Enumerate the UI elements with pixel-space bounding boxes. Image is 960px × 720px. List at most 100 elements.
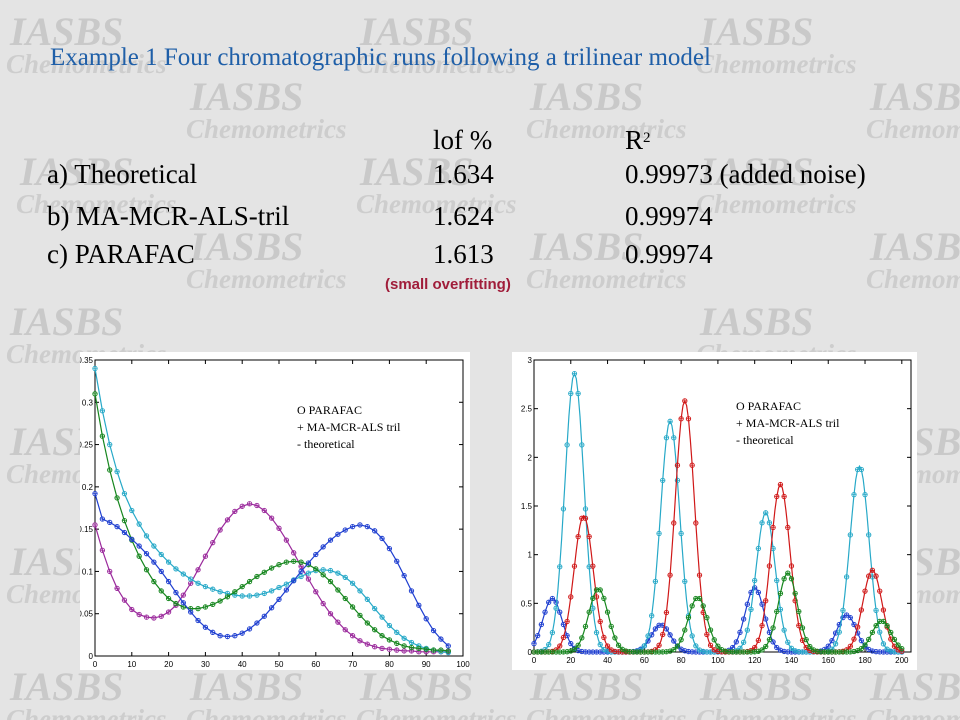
series-marker xyxy=(715,643,721,649)
series-marker xyxy=(262,614,267,619)
series-marker xyxy=(298,574,304,579)
series-marker xyxy=(343,575,348,580)
series-marker xyxy=(759,647,765,653)
series-marker xyxy=(870,568,875,573)
watermark-word: IASBS xyxy=(699,299,813,344)
y-tick-label: 0.35 xyxy=(80,356,94,365)
series-marker xyxy=(92,522,98,528)
series-marker xyxy=(372,644,377,649)
series-marker xyxy=(667,419,673,424)
series-marker xyxy=(269,565,274,571)
series-marker xyxy=(734,639,739,645)
series-marker xyxy=(689,633,695,639)
series-marker xyxy=(100,433,105,439)
series-marker xyxy=(122,518,127,523)
y-tick-label: 0 xyxy=(528,648,533,657)
series-marker xyxy=(704,632,710,637)
y-tick-label: 0.1 xyxy=(82,567,94,576)
legend-right: O PARAFAC + MA-MCR-ALS tril - theoretica… xyxy=(736,398,839,449)
watermark-word: IASBS xyxy=(9,9,123,54)
x-tick-label: 90 xyxy=(422,660,431,669)
series-marker xyxy=(899,646,905,651)
series-marker xyxy=(247,626,252,632)
series-marker xyxy=(884,623,890,628)
series-marker xyxy=(262,508,267,513)
watermark-word: Chemometrics xyxy=(356,189,517,219)
series-marker xyxy=(350,633,355,638)
series-marker xyxy=(671,520,676,526)
series-marker xyxy=(320,567,326,572)
series-marker xyxy=(550,596,555,601)
watermark-word: IASBS xyxy=(359,9,473,54)
watermark-word: Chemometrics xyxy=(526,704,687,720)
series-marker xyxy=(667,648,673,654)
series-marker xyxy=(535,633,540,638)
series-marker xyxy=(401,643,407,649)
series-marker xyxy=(166,609,171,615)
series-marker xyxy=(767,563,772,569)
series-marker xyxy=(844,612,849,618)
series-marker xyxy=(594,594,599,600)
series-marker xyxy=(671,435,676,440)
series-marker xyxy=(561,506,566,512)
series-marker xyxy=(328,568,333,573)
series-line xyxy=(533,587,902,653)
series-marker xyxy=(590,605,596,611)
watermark-word: IASBS xyxy=(699,664,813,709)
series-marker xyxy=(675,462,680,468)
series-marker xyxy=(438,636,444,642)
series-marker xyxy=(564,619,570,624)
method-label: c) PARAFAC xyxy=(47,239,195,269)
series-marker xyxy=(394,559,399,564)
series-marker xyxy=(350,524,355,529)
r2-value: 0.99974 xyxy=(625,239,713,269)
series-marker xyxy=(862,492,868,497)
x-tick-label: 10 xyxy=(127,660,136,669)
series-marker xyxy=(166,559,171,565)
series-marker xyxy=(92,391,98,397)
series-marker xyxy=(561,635,566,640)
series-marker xyxy=(778,482,783,487)
series-marker xyxy=(335,587,341,593)
series-marker xyxy=(851,492,857,497)
series-marker xyxy=(789,576,794,581)
series-marker xyxy=(335,570,341,576)
series-marker xyxy=(387,546,392,551)
series-marker xyxy=(800,625,805,631)
series-marker xyxy=(583,516,588,521)
series-marker xyxy=(188,576,193,582)
watermark-word: IASBS xyxy=(529,74,643,119)
series-marker xyxy=(247,579,252,584)
series-marker xyxy=(590,563,596,569)
series-marker xyxy=(350,604,355,610)
series-marker xyxy=(671,638,676,644)
legend-entry: - theoretical xyxy=(736,433,794,447)
y-tick-label: 1.5 xyxy=(521,502,533,511)
series-marker xyxy=(583,506,588,512)
series-marker xyxy=(689,462,695,468)
watermark-word: IASBS xyxy=(189,224,303,269)
watermark-word: IASBS xyxy=(19,149,133,194)
x-tick-label: 100 xyxy=(456,660,470,669)
watermark-word: Chemometrics xyxy=(186,704,347,720)
series-marker xyxy=(107,467,112,473)
series-marker xyxy=(756,638,761,643)
series-marker xyxy=(833,641,838,647)
series-marker xyxy=(859,607,864,613)
series-marker xyxy=(881,607,886,613)
series-marker xyxy=(756,546,761,551)
series-line xyxy=(94,503,449,653)
series-marker xyxy=(656,643,662,648)
watermark-word: Chemometrics xyxy=(696,704,857,720)
x-tick-label: 30 xyxy=(201,660,210,669)
watermark-word: Chemometrics xyxy=(696,49,857,79)
series-marker xyxy=(848,532,853,538)
series-marker xyxy=(210,540,215,545)
series-marker xyxy=(306,570,311,576)
series-marker xyxy=(144,533,149,539)
series-marker xyxy=(700,610,706,615)
series-marker xyxy=(438,647,444,653)
series-marker xyxy=(653,626,658,632)
series-marker xyxy=(114,469,120,474)
r2-value: 0.99973 (added noise) xyxy=(625,159,866,189)
